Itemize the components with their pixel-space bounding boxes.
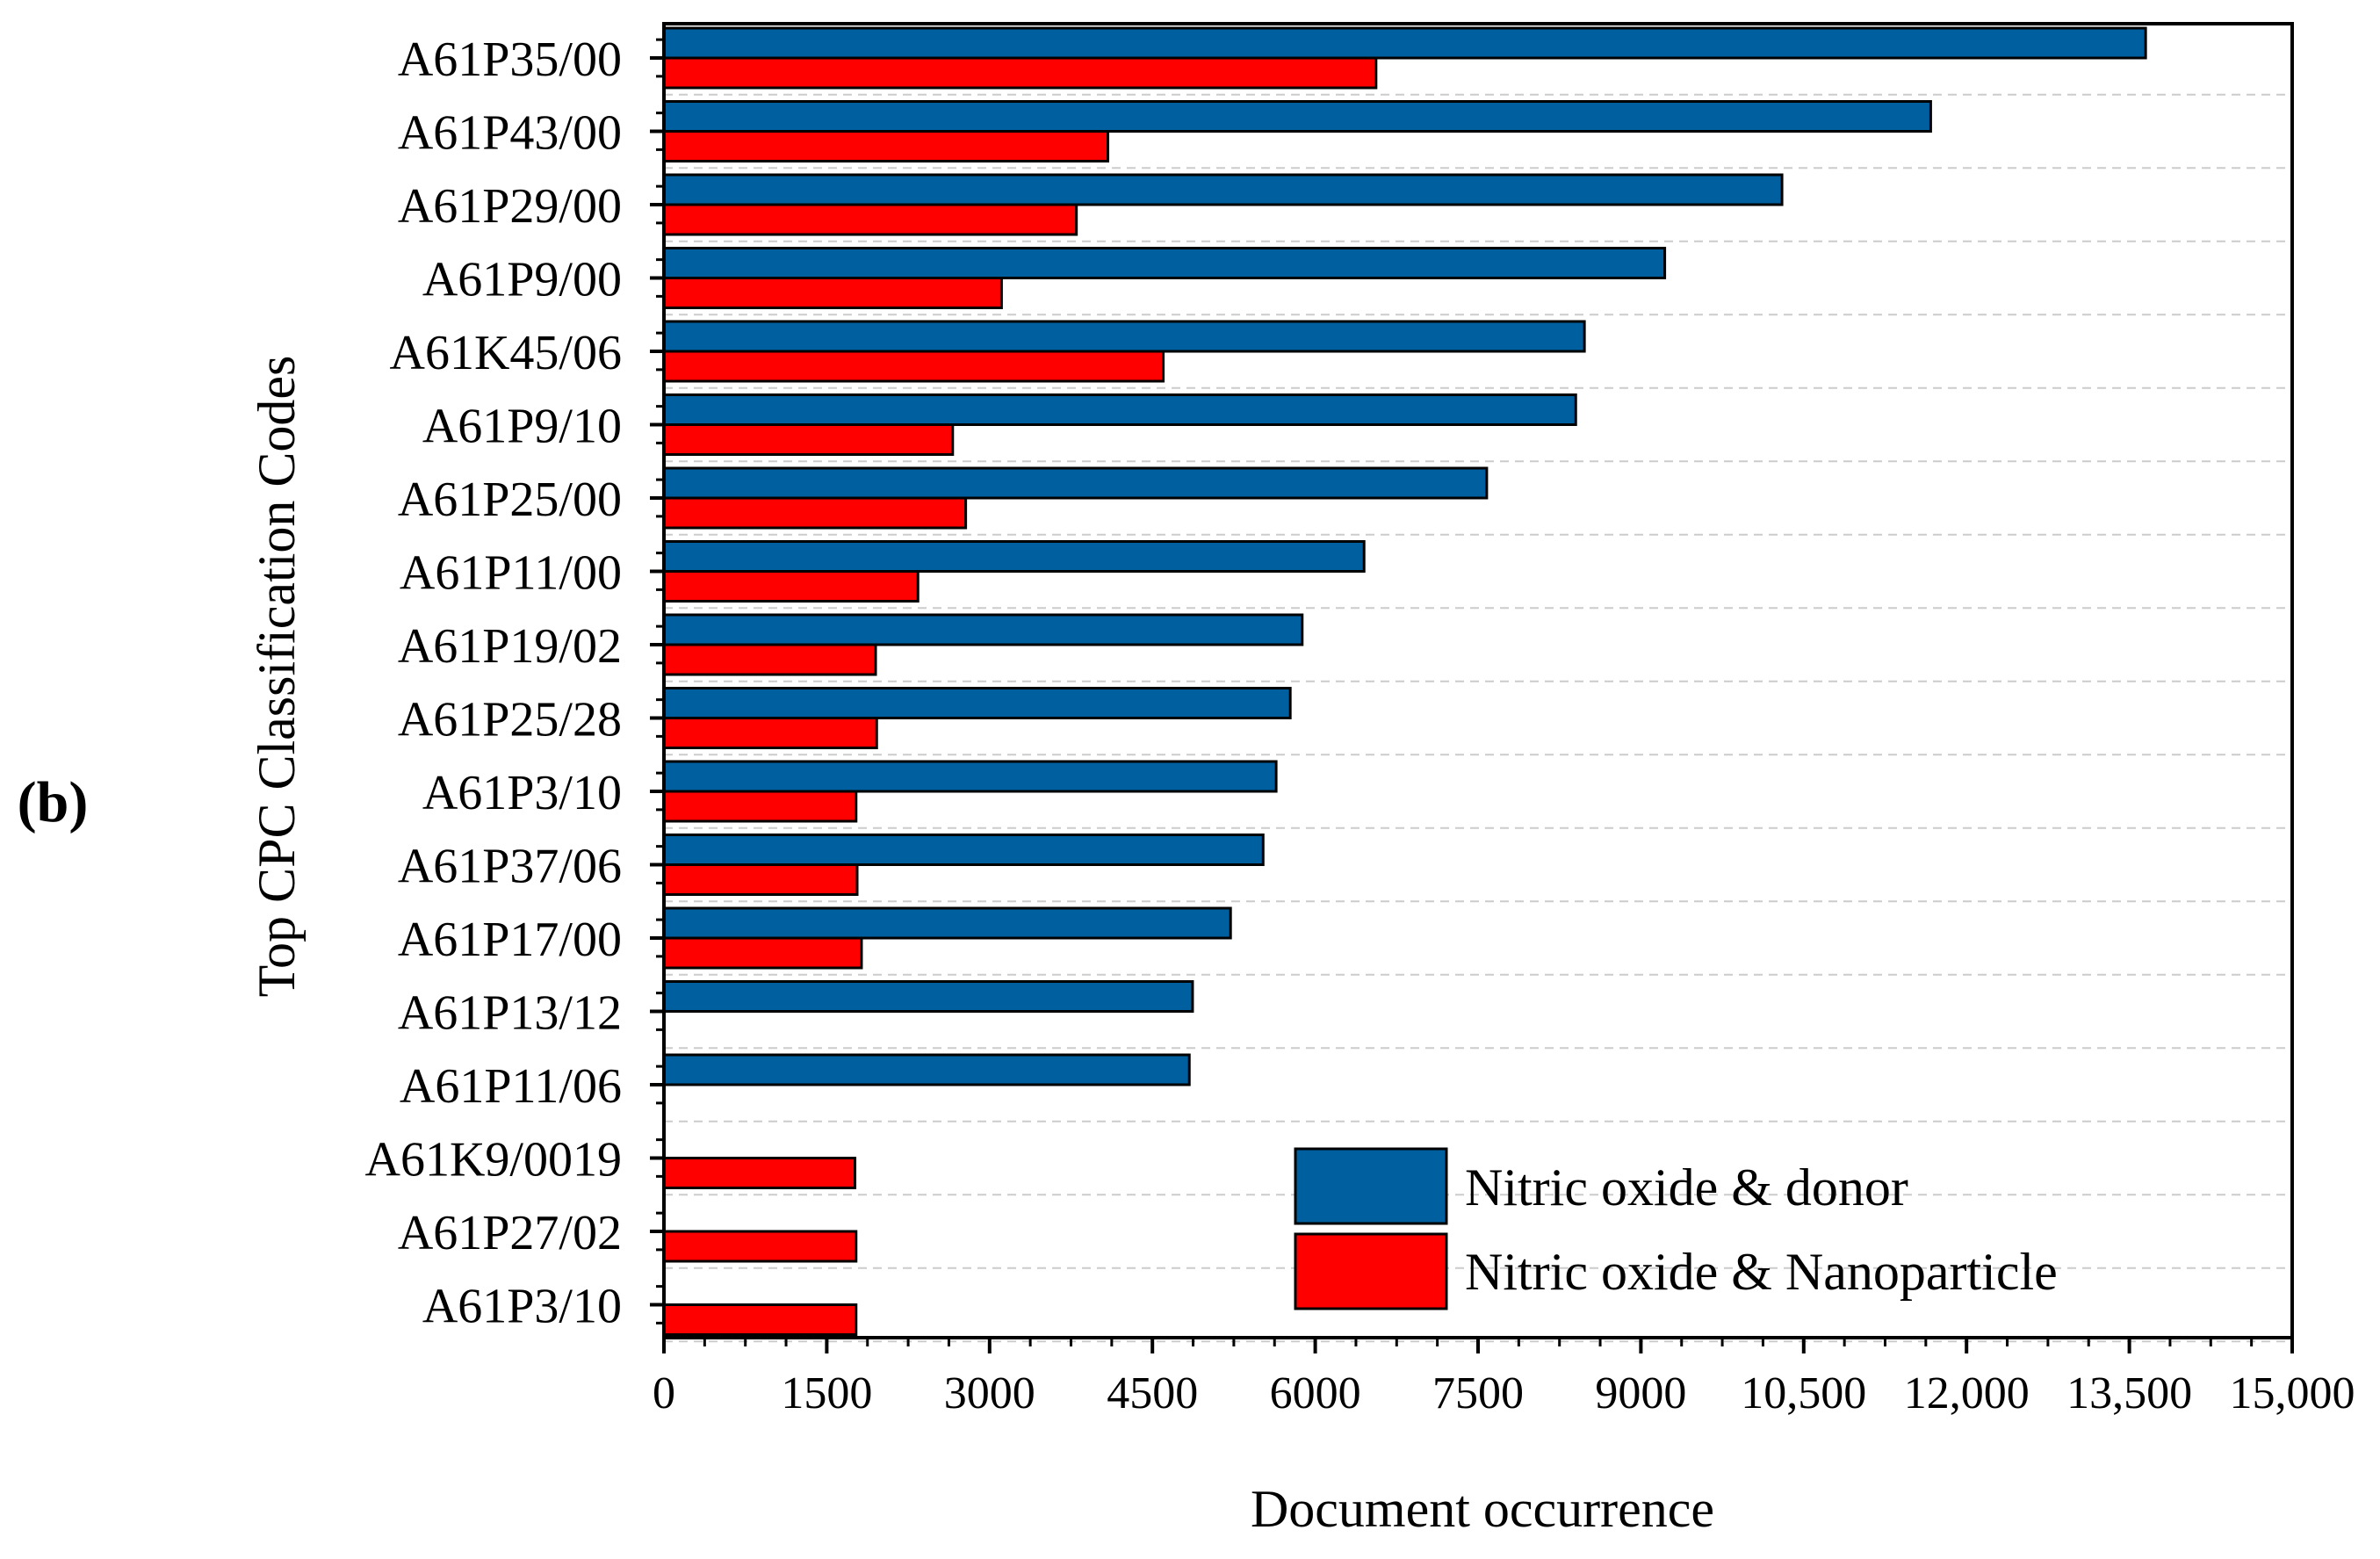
- bar-nitric-oxide-nanoparticle: [662, 643, 877, 676]
- x-tick-labels: 0 1500 3000 4500 6000 7500 9000 10,500 12,000 13,…: [653, 1368, 2355, 1418]
- panel-label: (b): [18, 770, 89, 834]
- x-tick-label: 0: [653, 1368, 675, 1418]
- x-axis-title: Document occurrence: [1251, 1480, 1714, 1538]
- x-tick-label: 12,000: [1904, 1368, 2030, 1418]
- gridlines: [664, 93, 2292, 1343]
- bar-nitric-oxide-nanoparticle: [662, 936, 863, 970]
- bar-nitric-oxide-nanoparticle: [662, 203, 1078, 236]
- category-label: A61P35/00: [398, 32, 622, 87]
- category-label: A61P3/10: [422, 1280, 622, 1334]
- category-label: A61P27/02: [398, 1206, 622, 1260]
- legend: Nitric oxide & donor Nitric oxide & Nano…: [1294, 1147, 2058, 1310]
- bar-nitric-oxide-nanoparticle: [662, 1157, 857, 1189]
- bar-nitric-oxide-donor: [662, 100, 1932, 133]
- category-label: A61P11/06: [400, 1059, 622, 1114]
- category-label: A61P43/00: [398, 106, 622, 161]
- category-label: A61K9/0019: [365, 1133, 622, 1187]
- bar-nitric-oxide-donor: [662, 26, 2147, 60]
- category-label: A61P25/00: [398, 473, 622, 527]
- bar-nitric-oxide-donor: [662, 540, 1366, 573]
- legend-swatch-donor: [1294, 1147, 1448, 1225]
- bar-nitric-oxide-nanoparticle: [662, 1303, 858, 1336]
- x-tick-label: 15,000: [2230, 1368, 2355, 1418]
- bar-nitric-oxide-donor: [662, 980, 1194, 1013]
- bar-nitric-oxide-donor: [662, 687, 1292, 719]
- legend-swatch-nanoparticle: [1294, 1232, 1448, 1310]
- bar-nitric-oxide-nanoparticle: [662, 423, 955, 456]
- bar-nitric-oxide-donor: [662, 466, 1489, 500]
- x-tick-label: 13,500: [2066, 1368, 2192, 1418]
- bar-nitric-oxide-donor: [662, 613, 1304, 646]
- x-tick-label: 9000: [1595, 1368, 1686, 1418]
- category-label: A61P9/10: [422, 400, 622, 454]
- bar-nitric-oxide-nanoparticle: [662, 130, 1110, 162]
- x-tick-label: 1500: [781, 1368, 872, 1418]
- category-label: A61P11/00: [400, 546, 622, 601]
- bar-nitric-oxide-donor: [662, 1053, 1191, 1086]
- bar-nitric-oxide-donor: [662, 320, 1586, 353]
- bar-nitric-oxide-donor: [662, 247, 1667, 279]
- bar-nitric-oxide-donor: [662, 760, 1278, 793]
- bar-nitric-oxide-nanoparticle: [662, 496, 968, 530]
- x-tick-label: 4500: [1107, 1368, 1198, 1418]
- bar-nitric-oxide-nanoparticle: [662, 277, 1003, 309]
- bar-nitric-oxide-nanoparticle: [662, 790, 858, 823]
- x-tick-label: 6000: [1270, 1368, 1361, 1418]
- bar-nitric-oxide-donor: [662, 393, 1577, 426]
- category-label: A61P19/02: [398, 619, 622, 674]
- x-tick-label: 7500: [1432, 1368, 1524, 1418]
- bar-nitric-oxide-nanoparticle: [662, 570, 920, 603]
- legend-label-nanoparticle: Nitric oxide & Nanoparticle: [1465, 1243, 2058, 1301]
- category-label: A61P9/00: [422, 253, 622, 307]
- y-axis-title: Top CPC Classification Codes: [248, 356, 306, 998]
- bar-nitric-oxide-nanoparticle: [662, 863, 859, 896]
- axis-ticks: [650, 38, 2294, 1353]
- bar-nitric-oxide-donor: [662, 906, 1232, 940]
- bar-nitric-oxide-nanoparticle: [662, 56, 1378, 90]
- category-label: A61P25/28: [398, 693, 622, 747]
- y-tick-labels: A61P35/00 A61P43/00 A61P29/00 A61P9/00 A61K4…: [365, 32, 622, 1334]
- category-label: A61P29/00: [398, 179, 622, 234]
- category-label: A61P13/12: [398, 986, 622, 1041]
- bar-nitric-oxide-donor: [662, 173, 1784, 206]
- legend-label-donor: Nitric oxide & donor: [1465, 1158, 1908, 1216]
- x-tick-label: 10,500: [1741, 1368, 1866, 1418]
- category-label: A61P37/06: [398, 840, 622, 894]
- bar-nitric-oxide-nanoparticle: [662, 350, 1165, 383]
- category-label: A61P17/00: [398, 913, 622, 967]
- bar-nitric-oxide-nanoparticle: [662, 717, 878, 749]
- category-label: A61P3/10: [422, 766, 622, 820]
- bar-nitric-oxide-nanoparticle: [662, 1230, 858, 1263]
- bars: [662, 26, 2147, 1336]
- x-tick-label: 3000: [944, 1368, 1035, 1418]
- category-label: A61K45/06: [390, 326, 622, 380]
- bar-nitric-oxide-donor: [662, 834, 1265, 866]
